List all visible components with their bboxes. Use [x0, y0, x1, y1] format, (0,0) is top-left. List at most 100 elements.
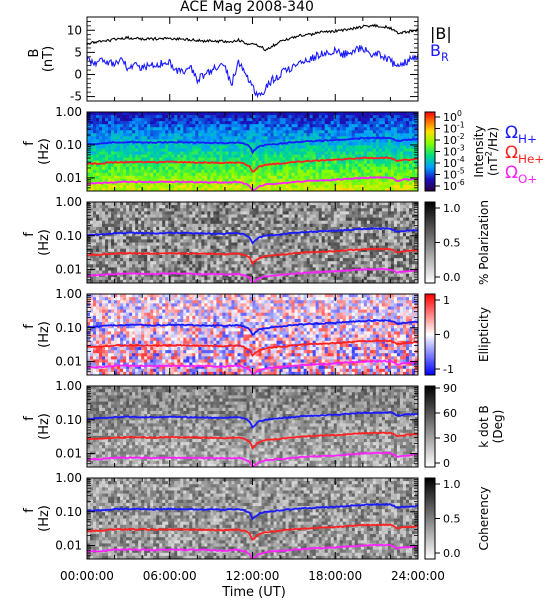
- heatmap-cell: [144, 236, 148, 240]
- heatmap-cell: [90, 157, 94, 162]
- heatmap-cell: [132, 258, 136, 262]
- heatmap-cell: [330, 202, 335, 206]
- heatmap-cell: [288, 175, 293, 180]
- heatmap-cell: [96, 261, 100, 265]
- heatmap-cell: [105, 279, 109, 284]
- heatmap-cell: [207, 264, 211, 268]
- heatmap-cell: [285, 220, 290, 225]
- heatmap-cell: [312, 133, 317, 137]
- heatmap-cell: [213, 133, 217, 137]
- heatmap-cell: [375, 178, 380, 183]
- heatmap-cell: [273, 270, 277, 275]
- heatmap-cell: [198, 236, 202, 240]
- heatmap-cell: [87, 169, 91, 174]
- heatmap-cell: [267, 127, 271, 131]
- heatmap-cell: [333, 211, 338, 215]
- heatmap-cell: [123, 258, 127, 262]
- heatmap-cell: [201, 121, 205, 125]
- heatmap-cell: [303, 118, 308, 122]
- heatmap-cell: [324, 184, 329, 189]
- heatmap-cell: [150, 127, 154, 131]
- heatmap-cell: [381, 133, 386, 137]
- heatmap-cell: [156, 133, 160, 137]
- heatmap-cell: [273, 251, 277, 256]
- heatmap-cell: [390, 118, 395, 122]
- heatmap-cell: [264, 172, 268, 177]
- heatmap-cell: [126, 276, 130, 281]
- heatmap-cell: [243, 157, 247, 162]
- heatmap-cell: [384, 163, 389, 168]
- heatmap-cell: [405, 112, 410, 116]
- heatmap-cell: [144, 178, 148, 183]
- heatmap-cell: [225, 211, 229, 215]
- heatmap-cell: [144, 208, 148, 212]
- heatmap-cell: [102, 245, 106, 250]
- heatmap-cell: [258, 160, 262, 165]
- heatmap-cell: [378, 148, 383, 152]
- heatmap-cell: [156, 208, 160, 212]
- heatmap-cell: [120, 273, 124, 278]
- heatmap-cell: [147, 181, 151, 186]
- heatmap-cell: [294, 233, 299, 237]
- heatmap-cell: [171, 157, 175, 162]
- heatmap-cell: [201, 118, 205, 122]
- heatmap-cell: [117, 163, 121, 168]
- heatmap-cell: [243, 148, 247, 152]
- heatmap-cell: [285, 172, 290, 177]
- heatmap-cell: [354, 184, 359, 189]
- heatmap-cell: [186, 187, 190, 192]
- heatmap-cell: [90, 172, 94, 177]
- heatmap-cell: [246, 242, 250, 247]
- heatmap-cell: [231, 208, 235, 212]
- heatmap-cell: [222, 276, 226, 281]
- heatmap-cell: [189, 142, 193, 146]
- heatmap-cell: [93, 163, 97, 168]
- heatmap-cell: [240, 163, 244, 168]
- heatmap-cell: [399, 187, 404, 192]
- heatmap-cell: [252, 242, 256, 247]
- heatmap-cell: [144, 121, 148, 125]
- heatmap-cell: [303, 214, 308, 218]
- heatmap-cell: [144, 276, 148, 281]
- heatmap-cell: [210, 133, 214, 137]
- heatmap-cell: [198, 242, 202, 247]
- heatmap-cell: [360, 184, 365, 189]
- heatmap-cell: [198, 178, 202, 183]
- heatmap-cell: [123, 202, 127, 206]
- heatmap-cell: [165, 154, 169, 158]
- heatmap-cell: [258, 151, 262, 155]
- heatmap-cell: [198, 175, 202, 180]
- heatmap-cell: [264, 130, 268, 134]
- heatmap-cell: [201, 172, 205, 177]
- heatmap-cell: [228, 217, 232, 222]
- heatmap-cell: [120, 279, 124, 284]
- heatmap-cell: [192, 220, 196, 225]
- heatmap-cell: [315, 211, 320, 215]
- heatmap-cell: [315, 112, 320, 116]
- heatmap-cell: [297, 166, 302, 171]
- heatmap-cell: [267, 118, 271, 122]
- heatmap-cell: [114, 136, 118, 140]
- heatmap-cell: [180, 175, 184, 180]
- heatmap-cell: [150, 166, 154, 171]
- heatmap-cell: [228, 118, 232, 122]
- heatmap-cell: [321, 136, 326, 140]
- heatmap-cell: [177, 151, 181, 155]
- heatmap-cell: [249, 133, 253, 137]
- heatmap-cell: [132, 211, 136, 215]
- heatmap-cell: [129, 184, 133, 189]
- heatmap-cell: [252, 254, 256, 259]
- heatmap-cell: [291, 127, 296, 131]
- heatmap-cell: [159, 163, 163, 168]
- heatmap-cell: [198, 112, 202, 116]
- heatmap-cell: [126, 118, 130, 122]
- heatmap-cell: [252, 112, 256, 116]
- heatmap-cell: [216, 279, 220, 284]
- heatmap-cell: [177, 270, 181, 275]
- heatmap-cell: [234, 163, 238, 168]
- heatmap-cell: [135, 124, 139, 128]
- heatmap-cell: [87, 214, 91, 218]
- heatmap-cell: [267, 169, 271, 174]
- heatmap-cell: [99, 202, 103, 206]
- heatmap-cell: [177, 172, 181, 177]
